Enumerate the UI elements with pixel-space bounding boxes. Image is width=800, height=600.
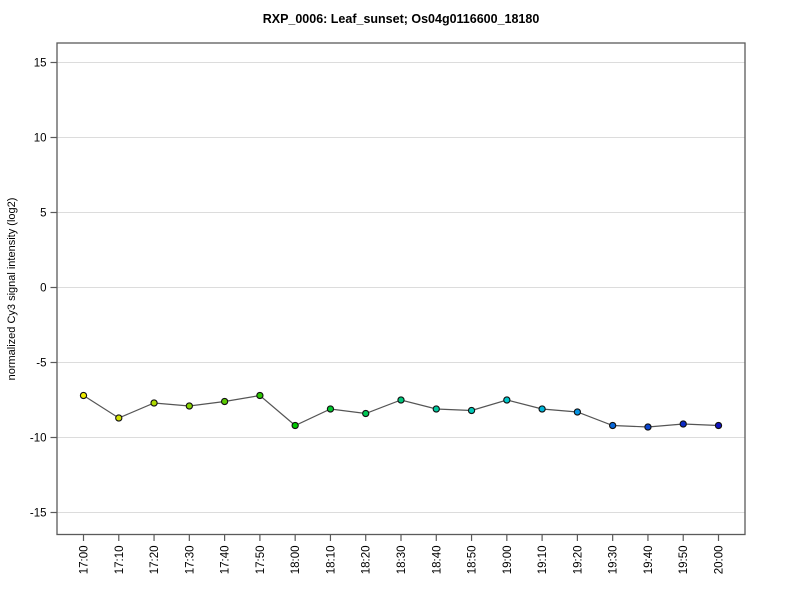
chart-title: RXP_0006: Leaf_sunset; Os04g0116600_1818… — [263, 12, 540, 26]
x-tick-label: 18:20 — [361, 546, 373, 575]
y-tick-label: -10 — [30, 433, 47, 445]
x-tick-label: 18:40 — [431, 546, 443, 575]
x-tick-label: 19:30 — [608, 546, 620, 575]
data-point — [362, 409, 370, 418]
data-series — [79, 391, 723, 431]
gridlines — [57, 61, 745, 514]
data-point — [326, 405, 335, 413]
y-tick-label: 10 — [34, 133, 47, 145]
data-point — [538, 405, 546, 413]
data-point — [79, 391, 88, 400]
x-tick-label: 17:30 — [184, 546, 196, 575]
x-tick-label: 18:30 — [396, 546, 408, 575]
x-tick-label: 19:20 — [572, 546, 584, 575]
y-tick-label: 15 — [34, 58, 47, 70]
x-tick-label: 19:40 — [643, 546, 655, 575]
data-point — [150, 399, 158, 407]
data-point — [291, 421, 299, 430]
x-tick-label: 20:00 — [714, 546, 726, 575]
x-tick-label: 19:00 — [502, 546, 514, 575]
data-point — [714, 421, 723, 430]
data-point — [185, 402, 193, 410]
x-tick-label: 18:50 — [467, 546, 479, 575]
data-point — [115, 414, 123, 422]
data-point — [256, 391, 264, 400]
plot-area-border — [56, 42, 746, 536]
x-tick-label: 18:00 — [290, 546, 302, 575]
data-point — [503, 396, 511, 404]
x-tick-label: 17:50 — [255, 546, 267, 575]
data-point — [220, 397, 229, 406]
data-point — [432, 405, 440, 413]
x-tick-label: 17:00 — [79, 546, 91, 575]
data-point — [679, 420, 687, 428]
data-point — [644, 423, 652, 431]
y-tick-label: -15 — [30, 508, 47, 520]
x-tick-label: 18:10 — [325, 546, 337, 575]
x-tick-label: 17:10 — [114, 546, 126, 575]
y-tick-label: 5 — [40, 208, 46, 220]
y-tick-label: -5 — [36, 358, 46, 370]
data-point — [467, 406, 476, 415]
x-tick-label: 17:20 — [149, 546, 161, 575]
y-axis-label: normalized Cy3 signal intensity (log2) — [6, 198, 18, 381]
data-point — [397, 396, 405, 404]
x-tick-label: 19:50 — [678, 546, 690, 575]
data-point — [609, 421, 617, 430]
x-tick-label: 17:40 — [220, 546, 232, 575]
data-point — [573, 408, 582, 416]
y-tick-label: 0 — [40, 283, 46, 295]
axes: 15 10 5 0 -5 -10 -15 17:00 17:10 17:20 17:30 17:40 1… — [30, 58, 726, 575]
x-tick-label: 19:10 — [537, 546, 549, 575]
